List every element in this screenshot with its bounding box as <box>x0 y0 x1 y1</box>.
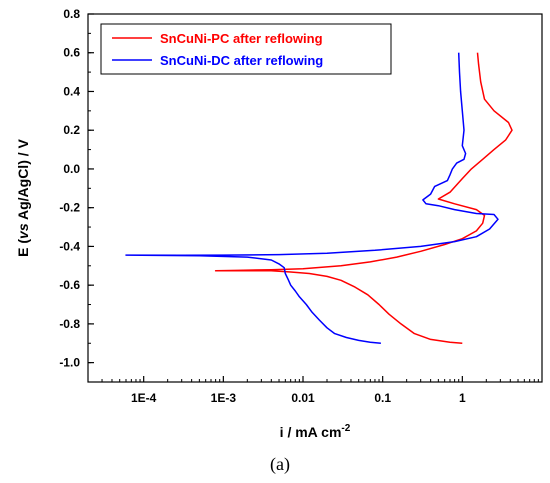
legend-label-dc: SnCuNi-DC after reflowing <box>160 53 323 68</box>
legend: SnCuNi-PC after reflowing SnCuNi-DC afte… <box>100 23 392 75</box>
panel-label: (a) <box>270 454 290 475</box>
x-tick-label: 0.1 <box>374 391 391 405</box>
legend-box <box>100 23 392 75</box>
plot-frame <box>87 13 543 383</box>
y-tick-label: -0.6 <box>59 278 80 292</box>
x-axis-ticks: 1E-4 1E-3 0.01 0.1 1 <box>101 376 539 405</box>
y-tick-label: 0.0 <box>63 162 80 176</box>
x-tick-label: 0.01 <box>291 391 315 405</box>
legend-label-pc: SnCuNi-PC after reflowing <box>160 31 323 46</box>
y-tick-label: 0.2 <box>63 123 80 137</box>
y-tick-label: 0.6 <box>63 46 80 60</box>
y-tick-label: -0.2 <box>59 201 80 215</box>
x-tick-label: 1E-4 <box>131 391 157 405</box>
series-line-1 <box>125 52 499 345</box>
y-tick-label: -1.0 <box>59 356 80 370</box>
x-axis-title: i / mA cm-2 <box>280 423 351 440</box>
y-tick-label: -0.8 <box>59 317 80 331</box>
y-tick-label: 0.4 <box>63 84 80 98</box>
x-tick-label: 1E-3 <box>211 391 237 405</box>
y-axis-ticks: 0.8 0.6 0.4 0.2 0.0 -0.2 -0.4 -0.6 -0.8 -1.0 <box>59 7 94 383</box>
y-axis-title: E (vs Ag/AgCl) / V <box>15 138 31 256</box>
y-tick-label: -0.4 <box>59 239 80 253</box>
series-layer <box>125 52 513 345</box>
series-line-0 <box>214 52 513 345</box>
x-tick-label: 1 <box>459 391 466 405</box>
y-tick-label: 0.8 <box>63 7 80 21</box>
